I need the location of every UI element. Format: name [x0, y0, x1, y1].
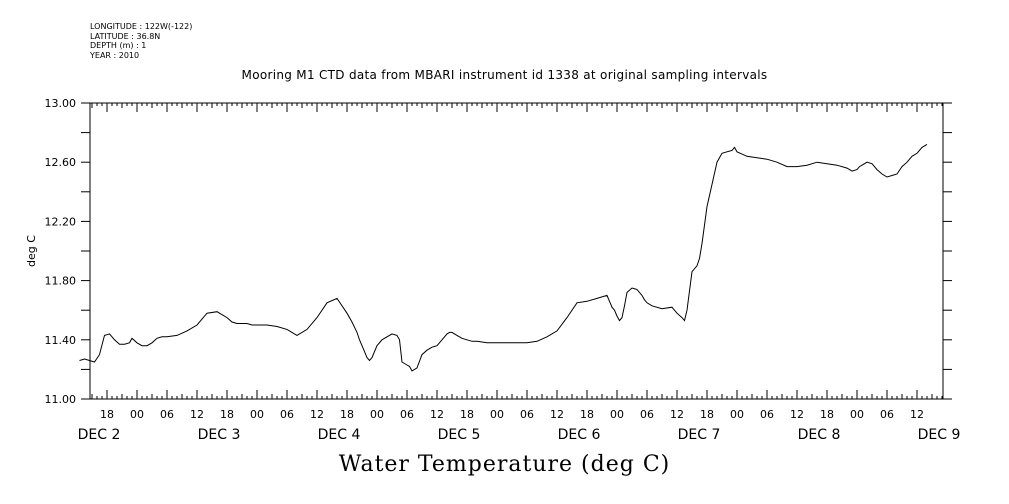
x-hour-label: 12 [190, 408, 204, 421]
x-hour-label: 06 [400, 408, 414, 421]
x-hour-label: 06 [160, 408, 174, 421]
x-hour-label: 12 [550, 408, 564, 421]
longitude-label: LONGITUDE : 122W(-122) [90, 22, 193, 31]
x-hour-label: 00 [850, 408, 864, 421]
x-hour-label: 18 [460, 408, 474, 421]
y-tick-label: 13.00 [45, 97, 77, 110]
x-day-label: DEC 8 [798, 427, 841, 443]
chart-title: Mooring M1 CTD data from MBARI instrumen… [241, 68, 768, 82]
x-hour-label: 00 [250, 408, 264, 421]
x-hour-label: 12 [430, 408, 444, 421]
x-hour-label: 06 [280, 408, 294, 421]
x-hour-label: 18 [220, 408, 234, 421]
axes [89, 102, 944, 400]
x-day-label: DEC 9 [918, 427, 961, 443]
x-hour-label: 06 [640, 408, 654, 421]
x-day-label: DEC 5 [438, 427, 481, 443]
x-day-label: DEC 4 [318, 427, 361, 443]
y-axis-label: deg C [25, 235, 38, 267]
x-hour-label: 12 [790, 408, 804, 421]
series-line-0 [79, 143, 928, 372]
x-hour-label: 18 [700, 408, 714, 421]
series-group [79, 143, 928, 372]
x-hour-label: 06 [520, 408, 534, 421]
x-day-label: DEC 3 [198, 427, 241, 443]
x-hour-label: 00 [490, 408, 504, 421]
x-hour-label: 18 [580, 408, 594, 421]
x-day-label: DEC 2 [78, 427, 121, 443]
x-hour-label: 00 [130, 408, 144, 421]
x-hour-label: 12 [310, 408, 324, 421]
x-hour-label: 00 [370, 408, 384, 421]
x-hour-label: 00 [610, 408, 624, 421]
x-day-label: DEC 7 [678, 427, 721, 443]
latitude-label: LATITUDE : 36.8N [90, 31, 161, 41]
year-label: YEAR : 2010 [90, 50, 140, 60]
x-hour-label: 18 [820, 408, 834, 421]
x-hour-label: 12 [910, 408, 924, 421]
y-tick-label: 11.80 [45, 275, 77, 288]
x-axis-ticks: 18 00 06 12 18 00 06 12 18 00 06 12 18 00 06 12 18 00 06 12… [78, 103, 961, 443]
x-hour-label: 06 [880, 408, 894, 421]
y-axis-ticks: 11.00 11.40 11.80 12.20 12.60 13.00 [45, 97, 952, 406]
plot-frame [89, 102, 944, 400]
metadata-block: LONGITUDE : 122W(-122) LATITUDE : 36.8N … [90, 22, 192, 60]
chart-subtitle: Water Temperature (deg C) [338, 452, 671, 477]
x-hour-label: 00 [730, 408, 744, 421]
y-tick-label: 12.20 [45, 215, 77, 228]
x-day-label: DEC 6 [558, 427, 601, 443]
x-hour-label: 06 [760, 408, 774, 421]
y-tick-label: 11.40 [45, 334, 77, 347]
x-hour-label: 12 [670, 408, 684, 421]
x-hour-label: 18 [340, 408, 354, 421]
depth-label: DEPTH (m) : 1 [90, 41, 147, 50]
y-tick-label: 11.00 [45, 393, 77, 406]
y-tick-label: 12.60 [45, 156, 77, 169]
x-hour-label: 18 [100, 408, 114, 421]
